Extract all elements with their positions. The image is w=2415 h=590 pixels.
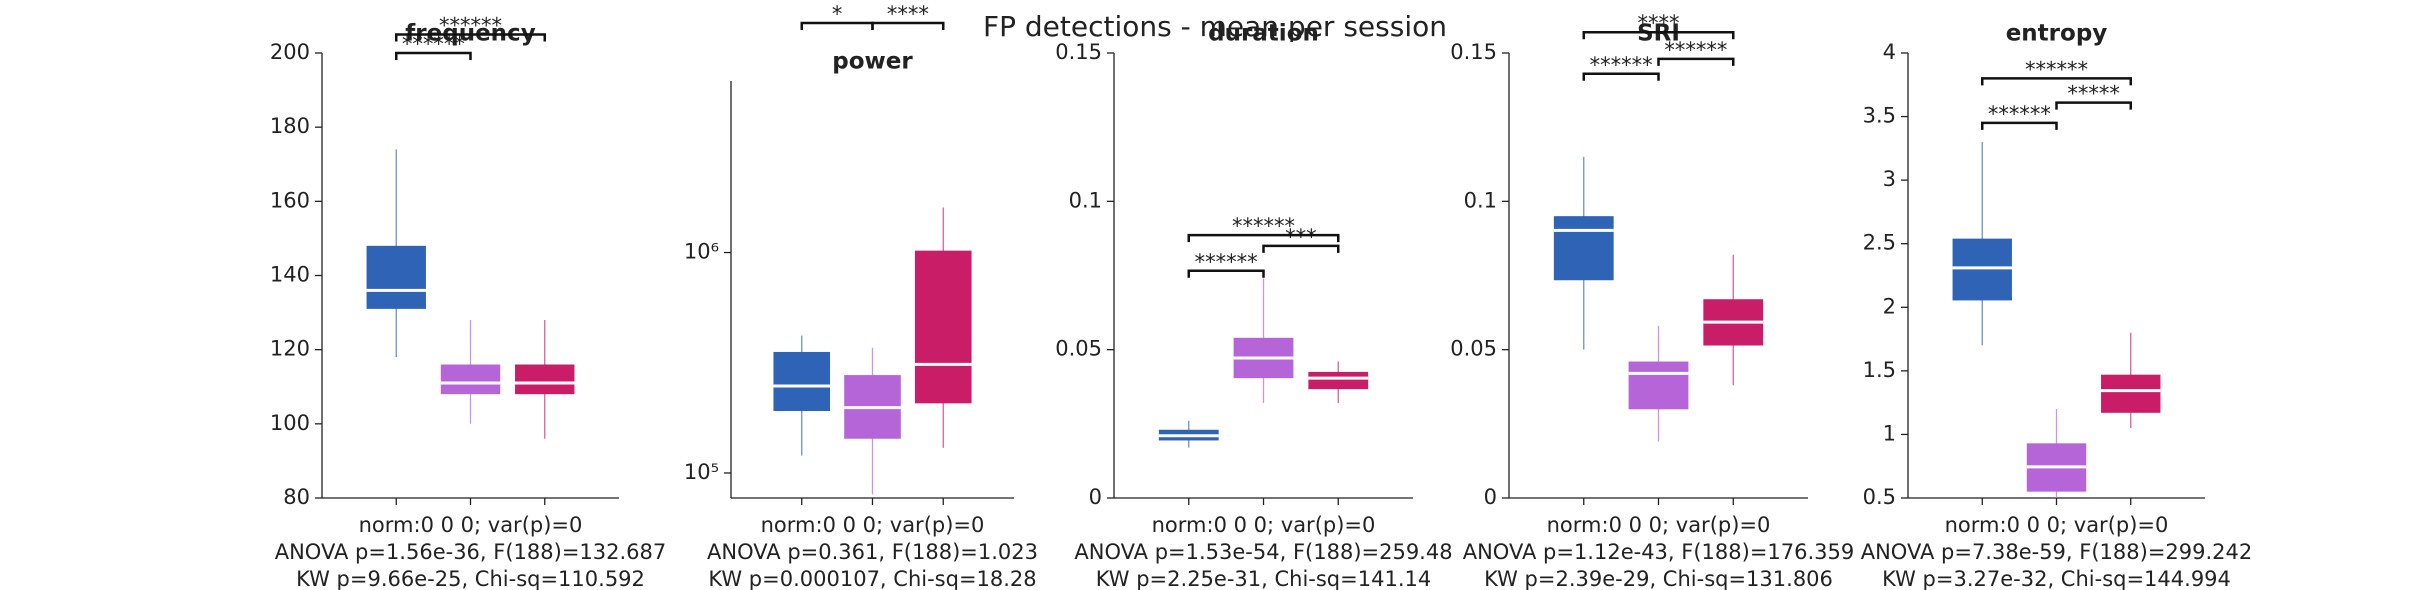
significance-label: ****** (1988, 102, 2051, 126)
x-label: norm:0 0 0; var(p)=0 (1945, 513, 2169, 537)
y-tick-label: 100 (270, 411, 310, 435)
box (440, 364, 501, 395)
y-tick-label: 0 (1089, 485, 1102, 509)
y-tick-label: 10⁶ (684, 240, 719, 264)
panel-title: duration (1208, 21, 1319, 47)
x-label: ANOVA p=7.38e-59, F(188)=299.242 (1861, 540, 2253, 564)
x-label: KW p=2.39e-29, Chi-sq=131.806 (1484, 567, 1833, 590)
y-tick-label: 0.05 (1450, 337, 1497, 361)
significance-label: * (832, 2, 843, 26)
significance-label: ****** (402, 32, 465, 56)
box (1308, 371, 1369, 390)
y-tick-label: 10⁵ (684, 460, 719, 484)
y-tick-label: 0.15 (1055, 40, 1102, 64)
significance-label: **** (887, 2, 929, 26)
significance-bracket (1981, 121, 2058, 130)
significance-label: ***** (2067, 82, 2120, 106)
x-label: KW p=2.25e-31, Chi-sq=141.14 (1096, 567, 1431, 590)
y-tick-label: 180 (270, 114, 310, 138)
x-label: ANOVA p=1.53e-54, F(188)=259.48 (1074, 540, 1452, 564)
y-tick-label: 0.5 (1863, 485, 1896, 509)
significance-label: ****** (1195, 250, 1258, 274)
y-tick-label: 0.15 (1450, 40, 1497, 64)
significance-bracket (395, 33, 546, 42)
box (515, 364, 575, 395)
panel-title: SRI (1637, 21, 1680, 47)
y-tick-label: 1 (1883, 421, 1896, 445)
significance-label: ****** (439, 13, 502, 37)
y-tick-label: 160 (270, 188, 310, 212)
significance-bracket (1582, 72, 1660, 81)
y-tick-label: 0 (1484, 485, 1497, 509)
x-label: KW p=0.000107, Chi-sq=18.28 (708, 567, 1036, 590)
y-tick-label: 3.5 (1863, 104, 1896, 128)
significance-bracket (1187, 233, 1340, 243)
significance-bracket (395, 51, 472, 60)
box (1952, 238, 2012, 301)
x-label: norm:0 0 0; var(p)=0 (761, 513, 985, 537)
significance-bracket (871, 21, 945, 30)
y-tick-label: 120 (270, 337, 310, 361)
significance-bracket (1657, 57, 1735, 66)
y-tick-label: 140 (270, 263, 310, 287)
x-label: ANOVA p=1.56e-36, F(188)=132.687 (275, 540, 667, 564)
panel-title: power (832, 49, 913, 75)
box (914, 250, 972, 404)
x-label: ANOVA p=1.12e-43, F(188)=176.359 (1463, 540, 1855, 564)
box (1553, 216, 1614, 281)
significance-label: ****** (1664, 38, 1727, 62)
significance-bracket (1187, 269, 1265, 278)
significance-label: ****** (1232, 214, 1295, 238)
x-label: ANOVA p=0.361, F(188)=1.023 (707, 540, 1038, 564)
x-label: KW p=3.27e-32, Chi-sq=144.994 (1882, 567, 2231, 590)
box (2101, 374, 2161, 413)
y-tick-label: 80 (283, 485, 310, 509)
box (773, 351, 831, 412)
y-tick-label: 1.5 (1863, 358, 1896, 382)
y-tick-label: 0.05 (1055, 337, 1102, 361)
significance-bracket (1262, 244, 1340, 253)
x-label: norm:0 0 0; var(p)=0 (1547, 513, 1771, 537)
significance-bracket (1981, 77, 2132, 86)
box (366, 245, 426, 309)
figure-title: FP detections - mean per session (983, 10, 1447, 43)
y-tick-label: 2.5 (1863, 231, 1896, 255)
y-tick-label: 3 (1883, 167, 1896, 191)
significance-label: **** (1638, 11, 1680, 35)
y-tick-label: 4 (1883, 40, 1896, 64)
box (1628, 361, 1689, 410)
y-tick-label: 0.1 (1464, 188, 1497, 212)
y-tick-label: 2 (1883, 294, 1896, 318)
significance-bracket (1582, 30, 1735, 40)
significance-label: *** (1285, 225, 1317, 249)
x-label: norm:0 0 0; var(p)=0 (1152, 513, 1376, 537)
x-label: KW p=9.66e-25, Chi-sq=110.592 (296, 567, 645, 590)
panel-title: entropy (2006, 21, 2108, 47)
significance-label: ****** (1590, 53, 1653, 77)
x-label: norm:0 0 0; var(p)=0 (359, 513, 583, 537)
y-tick-label: 200 (270, 40, 310, 64)
significance-label: ****** (2025, 57, 2088, 81)
significance-bracket (2055, 101, 2132, 110)
y-tick-label: 0.1 (1069, 188, 1102, 212)
